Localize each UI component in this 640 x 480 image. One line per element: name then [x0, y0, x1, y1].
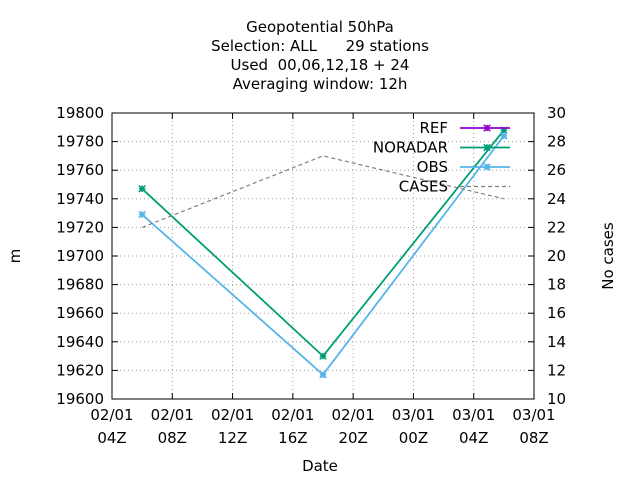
y2-axis-label: No cases [599, 222, 617, 290]
legend-ref-label: REF [419, 119, 448, 137]
legend-noradar-label: NORADAR [373, 139, 448, 157]
x-tick-label-date: 03/01 [452, 406, 495, 424]
y2-tick-label: 16 [547, 304, 566, 322]
y2-tick-label: 24 [547, 190, 566, 208]
axes [111, 112, 535, 400]
x-tick-label-hour: 08Z [519, 429, 548, 447]
y-tick-label: 19700 [56, 247, 104, 265]
y2-tick-label: 12 [547, 361, 566, 379]
legend-obs-marker-dot [484, 164, 490, 170]
series-obs-point-0 [138, 210, 146, 219]
y-tick-label: 19720 [56, 218, 104, 236]
x-tick-label-hour: 20Z [338, 429, 367, 447]
legend-noradar-marker-dot [484, 145, 490, 150]
y-tick-label: 19740 [56, 190, 104, 208]
title-line-3: Used 00,06,12,18 + 24 [231, 56, 410, 74]
x-tick-label-hour: 12Z [218, 429, 247, 447]
x-tick-label-hour: 16Z [278, 429, 307, 447]
x-tick-label-date: 02/01 [332, 406, 375, 424]
y-tick-label: 19600 [56, 390, 104, 408]
title-line-1: Geopotential 50hPa [246, 18, 394, 36]
series-obs-point-1-dot [320, 372, 326, 377]
x-tick-label-date: 03/01 [512, 406, 555, 424]
x-tick-label-hour: 08Z [158, 429, 187, 447]
series-noradar-point-1 [319, 352, 327, 360]
y-tick-label: 19760 [56, 161, 104, 179]
y2-tick-label: 20 [547, 247, 566, 265]
legend-noradar-marker [483, 143, 491, 152]
series-noradar-point-2-dot [501, 127, 507, 133]
series-noradar-point-0-dot [139, 186, 145, 191]
series-noradar-point-1-dot [320, 353, 326, 359]
y-tick-label: 19680 [56, 276, 104, 294]
x-tick-label-date: 02/01 [211, 406, 254, 424]
y2-tick-label: 18 [547, 276, 566, 294]
y2-tick-label: 26 [547, 161, 566, 179]
series-noradar-line [141, 129, 505, 358]
tick-labels: 19600 19620 19640 19660 19680 19700 19720 19740… [56, 104, 566, 447]
series-obs-point-1 [319, 370, 327, 379]
legend-ref-marker [483, 124, 491, 132]
y-tick-label: 19800 [56, 104, 104, 122]
x-tick-label-date: 02/01 [271, 406, 314, 424]
y2-tick-label: 28 [547, 133, 566, 151]
series-cases-line [141, 155, 504, 228]
x-tick-label-date: 03/01 [392, 406, 435, 424]
y2-tick-label: 10 [547, 390, 566, 408]
series-obs-point-2 [500, 132, 508, 140]
y2-tick-label: 30 [547, 104, 566, 122]
title-line-4: Averaging window: 12h [233, 75, 408, 93]
legend-cases-label: CASES [399, 178, 448, 196]
x-tick-label-hour: 04Z [97, 429, 126, 447]
legend-obs-label: OBS [417, 158, 448, 176]
legend-ref-marker-dot [484, 125, 490, 131]
x-tick-label-hour: 00Z [399, 429, 428, 447]
x-tick-label-date: 02/01 [90, 406, 133, 424]
y-tick-label: 19780 [56, 133, 104, 151]
y-tick-label: 19640 [56, 333, 104, 351]
series-obs-point-0-dot [139, 212, 145, 217]
title-line-2: Selection: ALL 29 stations [211, 37, 429, 55]
series-obs-point-2-dot [501, 133, 507, 139]
plot-area [138, 126, 508, 379]
legend-obs-marker [483, 163, 491, 171]
x-tick-label-hour: 04Z [459, 429, 488, 447]
x-axis-label: Date [302, 457, 338, 475]
y-axis-label: m [6, 249, 24, 264]
y-tick-label: 19620 [56, 361, 104, 379]
y-tick-label: 19660 [56, 304, 104, 322]
series-noradar-point-0 [138, 185, 146, 193]
y2-tick-label: 22 [547, 218, 566, 236]
y2-tick-label: 14 [547, 333, 566, 351]
series-obs-line [141, 135, 505, 377]
x-tick-label-date: 02/01 [151, 406, 194, 424]
chart-title: Geopotential 50hPa Selection: ALL 29 sta… [211, 18, 429, 93]
